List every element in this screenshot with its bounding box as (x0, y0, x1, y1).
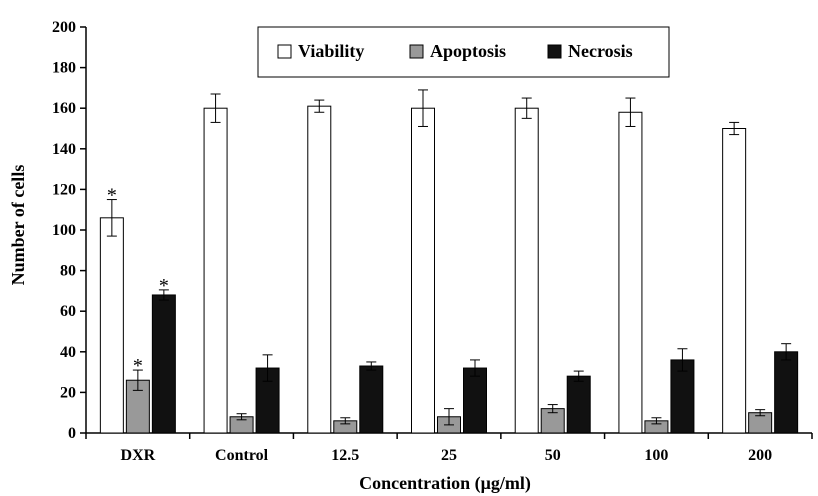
legend-swatch (547, 44, 562, 59)
legend: Viability Apoptosis Necrosis (257, 26, 670, 78)
significance-marker: * (107, 185, 117, 207)
x-tick-label: 100 (644, 447, 668, 464)
legend-swatch (409, 44, 424, 59)
y-tick-label: 60 (60, 303, 76, 320)
bar (151, 294, 176, 434)
y-tick-label: 120 (52, 181, 76, 198)
axes: 0 20 40 60 80 100 120 140 160 180 200 DXR Control 12.… (52, 19, 813, 464)
y-tick-label: 80 (60, 263, 76, 280)
bar (514, 107, 539, 434)
legend-box (257, 26, 670, 78)
legend-label: Viability (298, 41, 364, 61)
bar (359, 365, 384, 434)
bar (722, 128, 747, 434)
bar (774, 351, 799, 434)
legend-swatch (277, 44, 292, 59)
legend-label: Necrosis (568, 41, 633, 61)
significance-marker: * (133, 355, 143, 377)
y-tick-label: 0 (68, 425, 76, 442)
significance-marker: * (159, 275, 169, 297)
y-tick-label: 160 (52, 100, 76, 117)
bar (99, 217, 124, 434)
y-tick-label: 100 (52, 222, 76, 239)
x-tick-label: 25 (441, 447, 457, 464)
y-tick-label: 40 (60, 344, 76, 361)
bar (307, 105, 332, 434)
bar (411, 107, 435, 434)
y-tick-label: 140 (52, 141, 76, 158)
x-tick-label: 50 (545, 447, 561, 464)
bar (618, 111, 643, 434)
y-tick-label: 180 (52, 60, 76, 77)
y-axis-title: Number of cells (8, 165, 28, 286)
y-tick-label: 20 (60, 384, 76, 401)
bar (463, 367, 487, 434)
x-tick-label: DXR (121, 447, 156, 464)
bars: * * * (99, 89, 799, 434)
bar (566, 375, 591, 434)
x-axis-title: Concentration (μg/ml) (359, 473, 531, 494)
bar (203, 107, 228, 434)
legend-label: Apoptosis (430, 41, 506, 61)
x-tick-label: Control (215, 447, 269, 464)
y-tick-label: 200 (52, 19, 76, 36)
x-tick-label: 200 (748, 447, 772, 464)
x-tick-label: 12.5 (331, 447, 359, 464)
